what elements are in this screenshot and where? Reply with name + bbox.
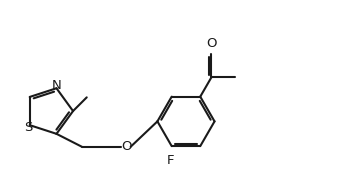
Text: F: F <box>167 154 175 167</box>
Text: O: O <box>121 140 131 153</box>
Text: O: O <box>206 37 217 50</box>
Text: N: N <box>52 79 61 92</box>
Text: S: S <box>24 121 32 134</box>
